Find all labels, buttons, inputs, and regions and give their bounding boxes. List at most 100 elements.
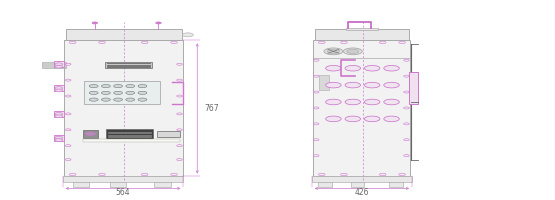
Circle shape xyxy=(55,136,63,139)
Circle shape xyxy=(344,48,362,55)
Circle shape xyxy=(142,41,148,44)
Circle shape xyxy=(89,98,98,101)
Bar xyxy=(64,40,183,176)
Bar xyxy=(42,62,66,68)
Circle shape xyxy=(347,49,359,54)
Circle shape xyxy=(102,98,110,101)
Bar xyxy=(110,182,127,187)
Circle shape xyxy=(65,79,71,81)
Circle shape xyxy=(384,99,399,105)
Circle shape xyxy=(92,22,98,24)
Circle shape xyxy=(314,155,319,157)
Text: 564: 564 xyxy=(116,188,130,197)
Circle shape xyxy=(398,41,405,44)
Circle shape xyxy=(65,159,71,161)
Circle shape xyxy=(345,116,361,122)
Circle shape xyxy=(126,98,135,101)
Circle shape xyxy=(55,113,63,115)
Bar xyxy=(409,72,417,104)
Bar xyxy=(54,61,64,67)
Circle shape xyxy=(345,65,361,71)
Circle shape xyxy=(319,41,325,44)
Circle shape xyxy=(55,65,63,68)
Circle shape xyxy=(398,173,405,176)
Circle shape xyxy=(85,132,95,136)
Bar xyxy=(63,176,183,182)
Circle shape xyxy=(365,99,380,105)
Bar xyxy=(389,182,403,187)
Bar xyxy=(54,85,64,91)
Circle shape xyxy=(102,91,110,94)
Circle shape xyxy=(365,116,380,122)
Bar xyxy=(73,182,89,187)
Circle shape xyxy=(176,95,182,97)
Circle shape xyxy=(403,59,409,61)
Circle shape xyxy=(114,91,123,94)
Circle shape xyxy=(380,173,386,176)
Circle shape xyxy=(142,173,148,176)
Circle shape xyxy=(319,173,325,176)
Bar xyxy=(315,29,408,40)
Circle shape xyxy=(176,159,182,161)
Circle shape xyxy=(327,49,340,54)
Bar xyxy=(351,182,365,187)
Circle shape xyxy=(403,91,409,93)
Bar xyxy=(319,75,329,90)
Bar xyxy=(83,130,98,138)
Circle shape xyxy=(55,115,63,118)
Bar xyxy=(66,29,181,40)
Circle shape xyxy=(403,139,409,141)
Circle shape xyxy=(384,65,399,71)
Circle shape xyxy=(138,91,147,94)
Bar xyxy=(105,62,152,68)
Circle shape xyxy=(69,173,76,176)
Circle shape xyxy=(55,87,63,89)
Circle shape xyxy=(314,59,319,61)
Circle shape xyxy=(176,63,182,65)
Circle shape xyxy=(99,41,105,44)
Circle shape xyxy=(314,75,319,77)
Text: 426: 426 xyxy=(355,188,369,197)
Circle shape xyxy=(341,41,347,44)
Circle shape xyxy=(314,123,319,125)
Circle shape xyxy=(65,63,71,65)
Circle shape xyxy=(341,173,347,176)
Circle shape xyxy=(176,129,182,131)
Circle shape xyxy=(99,173,105,176)
Circle shape xyxy=(176,145,182,147)
Circle shape xyxy=(114,85,123,88)
Circle shape xyxy=(326,116,341,122)
Circle shape xyxy=(326,82,341,88)
Circle shape xyxy=(65,145,71,147)
Circle shape xyxy=(314,107,319,109)
Circle shape xyxy=(326,99,341,105)
Circle shape xyxy=(55,89,63,92)
Circle shape xyxy=(384,82,399,88)
Circle shape xyxy=(65,113,71,115)
Circle shape xyxy=(380,41,386,44)
Circle shape xyxy=(345,82,361,88)
Bar xyxy=(54,135,64,141)
Circle shape xyxy=(170,173,177,176)
Circle shape xyxy=(345,99,361,105)
Bar xyxy=(158,131,179,137)
Circle shape xyxy=(65,95,71,97)
Circle shape xyxy=(403,123,409,125)
Circle shape xyxy=(314,139,319,141)
Circle shape xyxy=(324,48,343,55)
Circle shape xyxy=(403,75,409,77)
Circle shape xyxy=(384,116,399,122)
Bar xyxy=(314,40,410,176)
Bar xyxy=(83,139,180,142)
Circle shape xyxy=(403,155,409,157)
Circle shape xyxy=(89,85,98,88)
Circle shape xyxy=(55,139,63,142)
Circle shape xyxy=(176,79,182,81)
Circle shape xyxy=(365,65,380,71)
Circle shape xyxy=(126,91,135,94)
Circle shape xyxy=(365,82,380,88)
Circle shape xyxy=(326,65,341,71)
Circle shape xyxy=(138,85,147,88)
Bar xyxy=(154,182,170,187)
Bar xyxy=(54,111,64,117)
